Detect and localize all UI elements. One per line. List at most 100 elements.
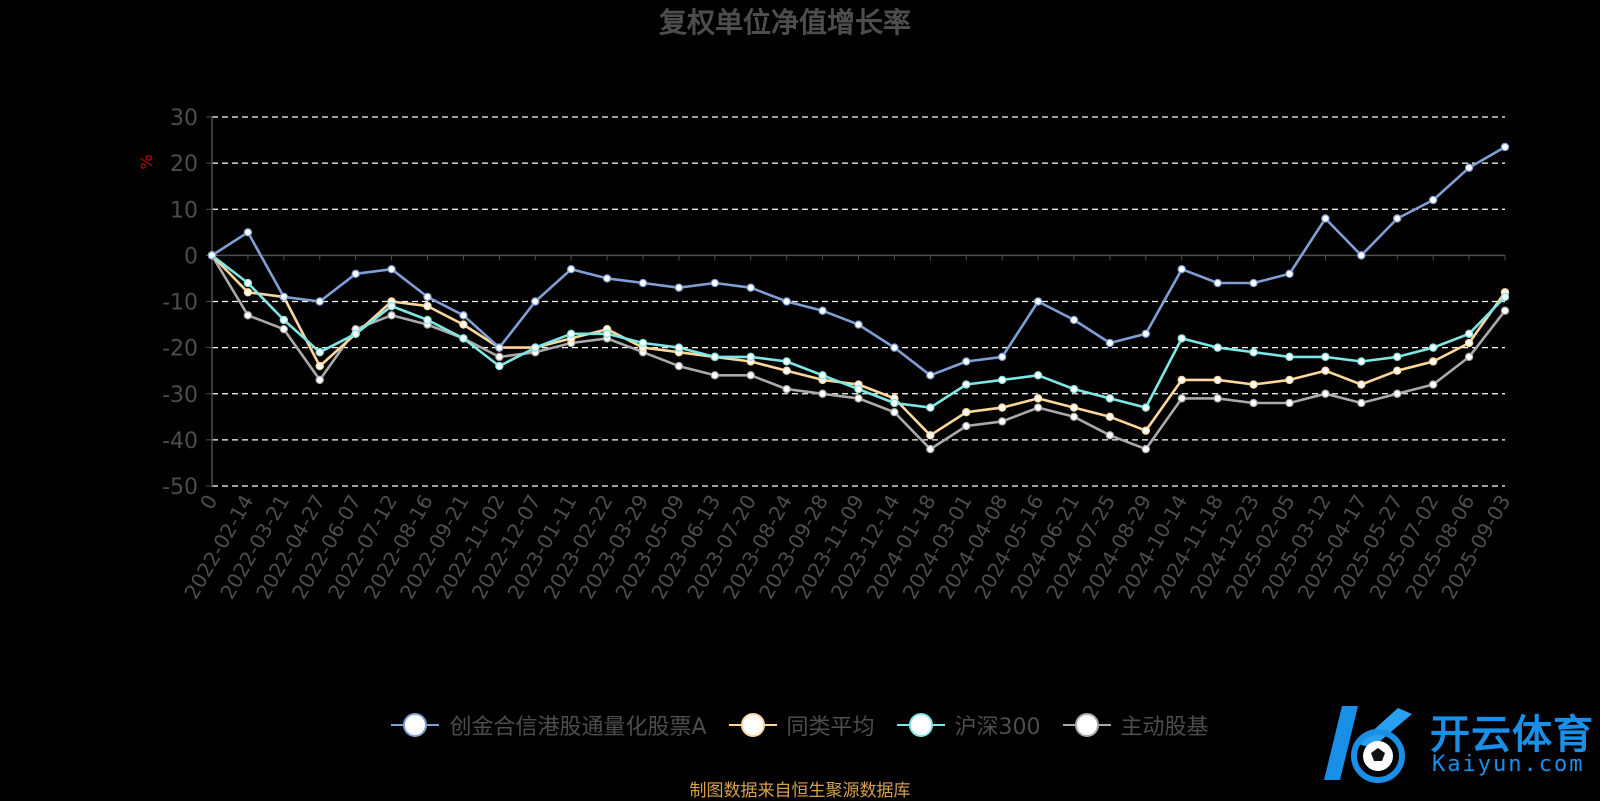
data-source-note: 制图数据来自恒生聚源数据库	[689, 781, 911, 801]
data-point-peer-average	[1464, 338, 1474, 348]
y-tick-label: -20	[162, 337, 198, 362]
data-point-csi300	[1141, 403, 1151, 412]
data-point-csi300	[495, 361, 504, 371]
legend-swatch-csi300	[896, 712, 945, 738]
y-tick-label: 20	[170, 152, 198, 177]
series-line-active-equity	[210, 254, 1507, 451]
data-point-fund	[315, 297, 324, 306]
y-axis-label: %	[137, 154, 156, 169]
data-point-fund	[997, 352, 1007, 362]
kaiyun-k-soccer-logo-icon	[1324, 706, 1412, 783]
data-point-fund	[638, 278, 648, 288]
data-point-csi300	[1428, 343, 1438, 352]
data-point-peer-average	[1033, 394, 1043, 403]
data-point-peer-average	[243, 288, 253, 297]
data-point-peer-average	[1285, 375, 1294, 385]
legend-label-active-equity: 主动股基	[1120, 715, 1209, 740]
data-point-fund	[1069, 315, 1079, 325]
legend-label-fund: 创金合信港股通量化股票A	[449, 715, 707, 740]
data-point-peer-average	[1213, 375, 1222, 385]
data-point-peer-average	[1069, 403, 1079, 412]
legend-item-fund[interactable]: 创金合信港股通量化股票A	[391, 709, 707, 741]
data-point-peer-average	[423, 301, 432, 311]
data-point-csi300	[1464, 329, 1474, 338]
data-point-fund	[566, 265, 576, 274]
legend-item-active-equity[interactable]: 主动股基	[1062, 709, 1209, 741]
data-point-active-equity	[1357, 398, 1366, 408]
data-point-fund	[710, 278, 720, 288]
data-point-csi300	[531, 343, 540, 352]
legend-item-peer-average[interactable]: 同类平均	[728, 709, 875, 741]
data-point-csi300	[459, 334, 468, 343]
data-point-active-equity	[962, 421, 971, 431]
data-point-peer-average	[1105, 412, 1115, 422]
y-tick-label: -10	[162, 291, 198, 316]
data-point-peer-average	[1249, 380, 1258, 389]
data-point-fund	[926, 371, 935, 380]
y-tick-label: 0	[184, 244, 198, 269]
data-point-active-equity	[1285, 398, 1294, 408]
data-point-csi300	[1321, 352, 1330, 362]
data-point-active-equity	[1500, 306, 1510, 315]
legend-label-csi300: 沪深300	[954, 715, 1041, 740]
legend-item-csi300[interactable]: 沪深300	[896, 709, 1041, 741]
data-point-peer-average	[1177, 375, 1186, 385]
series-layer	[207, 142, 1510, 454]
data-point-fund	[1105, 338, 1115, 348]
legend: 创金合信港股通量化股票A 同类平均 沪深300 主动股基	[0, 708, 1600, 742]
data-point-csi300	[1105, 394, 1115, 403]
data-point-fund	[279, 292, 289, 302]
data-point-peer-average	[997, 403, 1007, 412]
chart-title: 复权单位净值增长率	[659, 6, 911, 39]
data-point-fund	[1428, 195, 1438, 205]
data-point-active-equity	[1105, 431, 1115, 440]
series-line-fund	[211, 145, 1506, 377]
data-point-active-equity	[1249, 398, 1258, 408]
data-point-csi300	[674, 343, 684, 352]
data-point-fund	[854, 320, 863, 329]
data-point-fund	[207, 251, 217, 260]
data-point-csi300	[818, 371, 827, 380]
data-point-active-equity	[1177, 394, 1186, 403]
data-point-active-equity	[1141, 444, 1151, 454]
data-point-fund	[423, 292, 432, 302]
data-point-fund	[459, 311, 468, 320]
data-point-active-equity	[674, 361, 684, 371]
data-point-csi300	[890, 398, 899, 408]
data-point-csi300	[566, 329, 576, 338]
watermark-url: Kaiyun.com	[1432, 752, 1585, 777]
data-point-peer-average	[782, 366, 791, 375]
data-point-fund	[387, 265, 396, 274]
data-point-peer-average	[459, 320, 468, 329]
grid-layer	[212, 116, 1505, 487]
data-point-csi300	[1213, 343, 1222, 352]
y-tick-label: 10	[170, 198, 198, 223]
legend-swatch-active-equity	[1062, 712, 1111, 738]
data-point-active-equity	[782, 384, 791, 394]
data-point-peer-average	[1393, 366, 1402, 375]
data-point-csi300	[854, 384, 863, 394]
data-point-active-equity	[997, 417, 1007, 426]
data-point-active-equity	[279, 324, 289, 334]
data-point-active-equity	[387, 311, 396, 320]
data-point-active-equity	[495, 352, 504, 362]
data-point-active-equity	[710, 371, 720, 380]
data-point-csi300	[1033, 371, 1043, 380]
data-point-active-equity	[1069, 412, 1079, 422]
data-point-csi300	[243, 278, 253, 288]
data-point-csi300	[997, 375, 1007, 385]
data-point-active-equity	[1464, 352, 1474, 362]
data-point-fund	[1177, 265, 1186, 274]
data-point-csi300	[782, 357, 791, 366]
data-point-peer-average	[1428, 357, 1438, 366]
data-point-fund	[1213, 278, 1222, 288]
data-point-active-equity	[818, 389, 827, 398]
data-point-csi300	[638, 338, 648, 348]
data-point-fund	[1141, 329, 1151, 338]
data-point-csi300	[602, 329, 612, 338]
data-point-active-equity	[890, 408, 899, 417]
data-point-fund	[1357, 251, 1366, 260]
watermark: 开云体育 Kaiyun.com	[1312, 700, 1593, 790]
data-point-fund	[674, 283, 684, 292]
